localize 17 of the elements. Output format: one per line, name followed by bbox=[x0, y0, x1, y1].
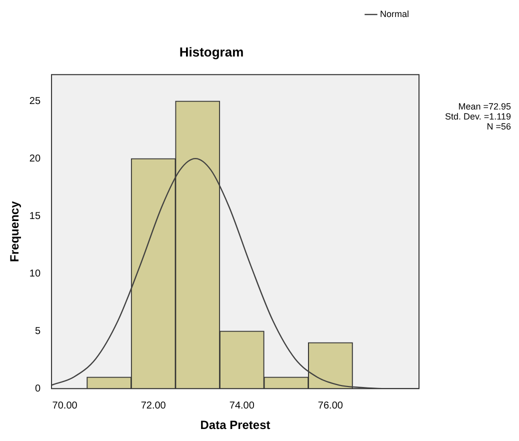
x-tick-label: 76.00 bbox=[318, 400, 344, 412]
x-tick-label: 70.00 bbox=[52, 400, 78, 412]
y-tick-label: 5 bbox=[34, 326, 41, 337]
text: Std. Dev. =1.119 bbox=[445, 112, 511, 122]
y-tick-label: 10 bbox=[29, 268, 41, 280]
x-axis-title: Data Pretest bbox=[200, 418, 270, 432]
x-tick-label: 74.00 bbox=[229, 400, 255, 412]
chart-title: Histogram bbox=[179, 44, 244, 60]
y-axis-title: Frequency bbox=[8, 200, 22, 262]
legend-label: Normal bbox=[380, 8, 410, 19]
x-tick-label: 72.00 bbox=[140, 400, 166, 412]
y-tick-label: 25 bbox=[29, 96, 41, 107]
text: N =56 bbox=[486, 122, 511, 132]
y-tick-label: 15 bbox=[29, 210, 41, 222]
y-tick-label: 20 bbox=[29, 153, 41, 164]
text: Mean =72.95 bbox=[458, 102, 511, 112]
y-tick-label: 0 bbox=[34, 383, 41, 394]
